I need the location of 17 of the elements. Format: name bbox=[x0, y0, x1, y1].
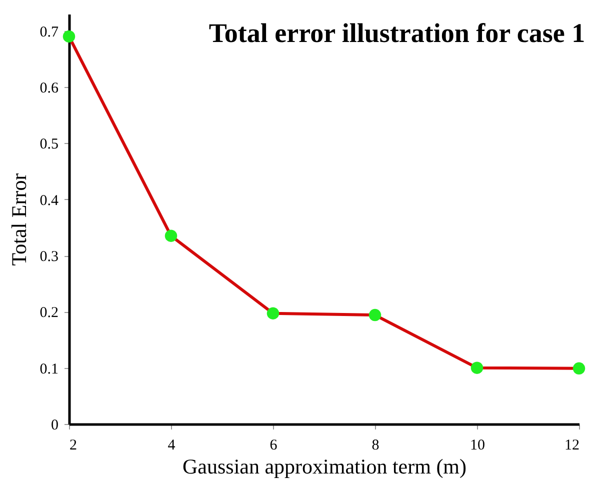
x-tick-label: 12 bbox=[564, 438, 580, 454]
y-tick-label: 0.2 bbox=[40, 305, 58, 322]
x-tick-label: 2 bbox=[70, 438, 77, 454]
y-tick-label: 0.3 bbox=[40, 249, 58, 266]
y-tick-label: 0.7 bbox=[40, 24, 59, 40]
y-tick-label: 0.4 bbox=[40, 192, 59, 209]
y-tick-label: 0.6 bbox=[40, 80, 59, 97]
x-axis-title: Gaussian approximation term (m) bbox=[182, 454, 467, 478]
x-tick-label: 6 bbox=[270, 438, 278, 454]
chart-title: Total error illustration for case 1 bbox=[208, 18, 586, 48]
x-tick-label: 10 bbox=[470, 438, 485, 454]
y-tick-label: 0.5 bbox=[40, 136, 58, 153]
x-tick-label: 8 bbox=[372, 438, 380, 454]
y-tick-label: 0 bbox=[51, 418, 58, 434]
x-tick-label: 4 bbox=[168, 438, 176, 454]
y-axis-title: Total Error bbox=[6, 173, 31, 266]
y-tick-label: 0.1 bbox=[40, 361, 58, 378]
